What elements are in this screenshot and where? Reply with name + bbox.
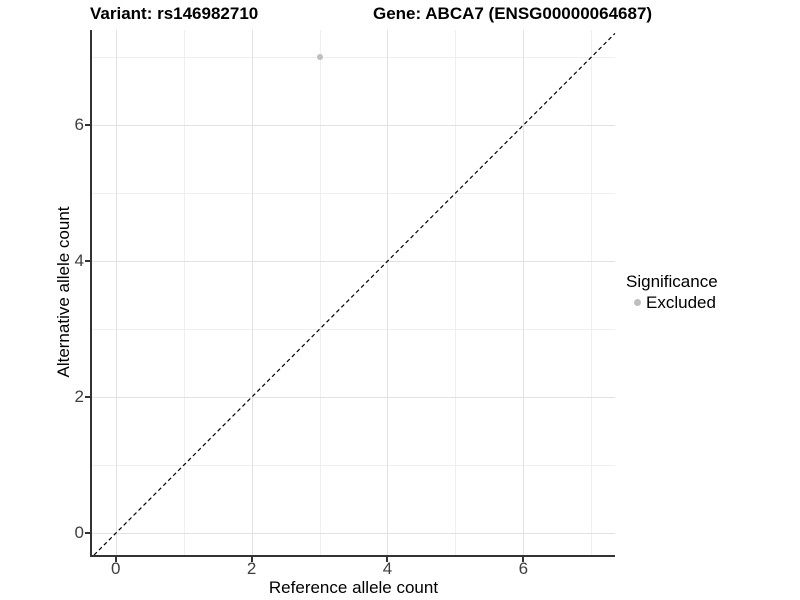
y-gridline-minor (92, 57, 615, 59)
x-tick-label: 0 (111, 559, 121, 578)
y-gridline-major (92, 261, 615, 263)
x-axis-title: Reference allele count (268, 578, 439, 597)
x-gridline-major (523, 30, 525, 555)
x-gridline-minor (319, 30, 321, 555)
y-axis-tick (85, 532, 90, 535)
x-gridline-minor (455, 30, 457, 555)
y-tick-label: 0 (74, 523, 84, 543)
y-tick-label: 4 (74, 251, 84, 271)
y-gridline-major (92, 397, 615, 399)
x-gridline-minor (183, 30, 185, 555)
y-axis-tick (85, 396, 90, 399)
y-gridline-major (92, 125, 615, 127)
x-axis-tick (386, 557, 389, 562)
legend-title: Significance (626, 272, 718, 291)
x-axis-tick (250, 557, 253, 562)
x-gridline-major (387, 30, 389, 555)
x-tick-label: 6 (518, 559, 529, 578)
x-tick-label: 2 (246, 559, 257, 578)
y-gridline-minor (92, 465, 615, 467)
y-axis-line (90, 30, 92, 557)
y-tick-label: 2 (74, 387, 84, 407)
x-gridline-major (251, 30, 253, 555)
y-gridline-minor (92, 193, 615, 195)
y-axis-tick (85, 260, 90, 263)
x-gridline-minor (591, 30, 593, 555)
legend: Significance Excluded (626, 271, 718, 313)
y-axis-tick (85, 124, 90, 127)
legend-item-excluded: Excluded (626, 292, 718, 313)
x-tick-label: 4 (382, 559, 393, 578)
x-axis-tick (522, 557, 525, 562)
data-point (316, 54, 323, 61)
identity-reference-line (93, 32, 616, 556)
excluded-dot-icon (634, 299, 641, 306)
y-tick-label: 6 (74, 115, 84, 135)
y-gridline-major (92, 533, 615, 535)
x-axis-line (90, 555, 615, 557)
variant-title: Variant: rs146982710 (90, 4, 259, 23)
gene-title: Gene: ABCA7 (ENSG00000064687) (373, 4, 653, 23)
x-axis-tick (114, 557, 117, 562)
y-gridline-minor (92, 329, 615, 331)
plot-panel (92, 30, 616, 556)
y-axis-title: Alternative allele count (54, 206, 73, 378)
x-gridline-major (115, 30, 117, 555)
legend-item-label: Excluded (646, 293, 716, 312)
